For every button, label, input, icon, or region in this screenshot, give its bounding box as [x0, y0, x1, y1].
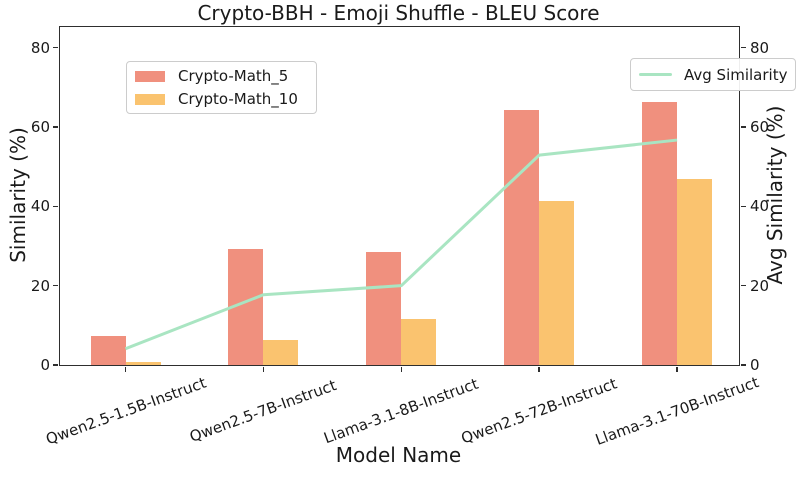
- x-tick-label-text: Llama-3.1-70B-Instruct: [593, 373, 762, 449]
- legend-label: Crypto-Math_10: [178, 90, 298, 108]
- y2-tick-label: 20: [750, 276, 770, 295]
- bar-Crypto-Math_10: [401, 319, 437, 365]
- bar-Crypto-Math_10: [263, 340, 299, 365]
- x-tick-label-text: Qwen2.5-1.5B-Instruct: [42, 373, 209, 449]
- bar-Crypto-Math_10: [539, 201, 575, 365]
- y-tick-mark: [53, 46, 59, 49]
- legend-label: Crypto-Math_5: [178, 67, 289, 85]
- bar-Crypto-Math_10: [677, 178, 713, 365]
- bar-Crypto-Math_5: [504, 109, 540, 365]
- crypto-math-10-swatch: [135, 93, 165, 105]
- crypto-math-5-swatch: [135, 70, 165, 82]
- y2-tick-label: 0: [750, 356, 760, 374]
- x-tick-mark: [262, 366, 265, 372]
- y2-tick-mark: [740, 284, 746, 287]
- y2-tick-mark: [740, 46, 746, 49]
- chart-title: Crypto-BBH - Emoji Shuffle - BLEU Score: [197, 1, 600, 25]
- bar-Crypto-Math_5: [366, 251, 402, 365]
- plot-area: Crypto-Math_5 Crypto-Math_10 Avg Similar…: [31, 26, 796, 449]
- bar-Crypto-Math_5: [642, 101, 678, 365]
- x-tick-mark: [124, 366, 127, 372]
- x-tick-mark: [538, 366, 540, 372]
- y-tick-mark: [53, 126, 59, 128]
- y-tick-label: 40: [30, 197, 50, 216]
- legend-item: Avg Similarity: [631, 66, 795, 84]
- y-tick-label: 60: [30, 117, 50, 136]
- x-tick-label-text: Qwen2.5-7B-Instruct: [187, 376, 340, 446]
- y2-tick-label: 40: [750, 197, 770, 216]
- x-axis-label: Model Name: [335, 443, 462, 467]
- legend-item: Crypto-Math_5: [135, 67, 316, 85]
- legend-line: Avg Similarity: [630, 58, 796, 91]
- y-tick-label: 80: [30, 38, 50, 57]
- y2-tick-mark: [740, 205, 746, 208]
- y-tick-label: 20: [30, 276, 50, 295]
- y2-tick-label: 80: [750, 38, 770, 57]
- bar-Crypto-Math_5: [90, 336, 126, 365]
- avg-similarity-line-swatch: [639, 73, 672, 76]
- legend-item: Crypto-Math_10: [135, 90, 316, 108]
- y2-tick-label: 60: [750, 117, 770, 136]
- bar-Crypto-Math_10: [125, 361, 161, 365]
- y2-tick-mark: [740, 364, 746, 366]
- legend-label: Avg Similarity: [684, 65, 788, 84]
- x-tick-mark: [400, 366, 403, 372]
- avg-similarity-line: [124, 138, 678, 351]
- y2-tick-mark: [740, 126, 746, 128]
- y-tick-mark: [53, 205, 59, 208]
- legend-bars: Crypto-Math_5 Crypto-Math_10: [126, 61, 317, 114]
- y-axis-label: Similarity (%): [6, 127, 30, 263]
- y2-axis-label: Avg Similarity (%): [763, 105, 787, 285]
- x-tick-mark: [676, 366, 678, 372]
- y-tick-mark: [53, 284, 59, 287]
- x-tick-label-text: Llama-3.1-8B-Instruct: [321, 374, 481, 448]
- y-tick-label: 0: [40, 356, 50, 374]
- y-tick-mark: [53, 364, 59, 366]
